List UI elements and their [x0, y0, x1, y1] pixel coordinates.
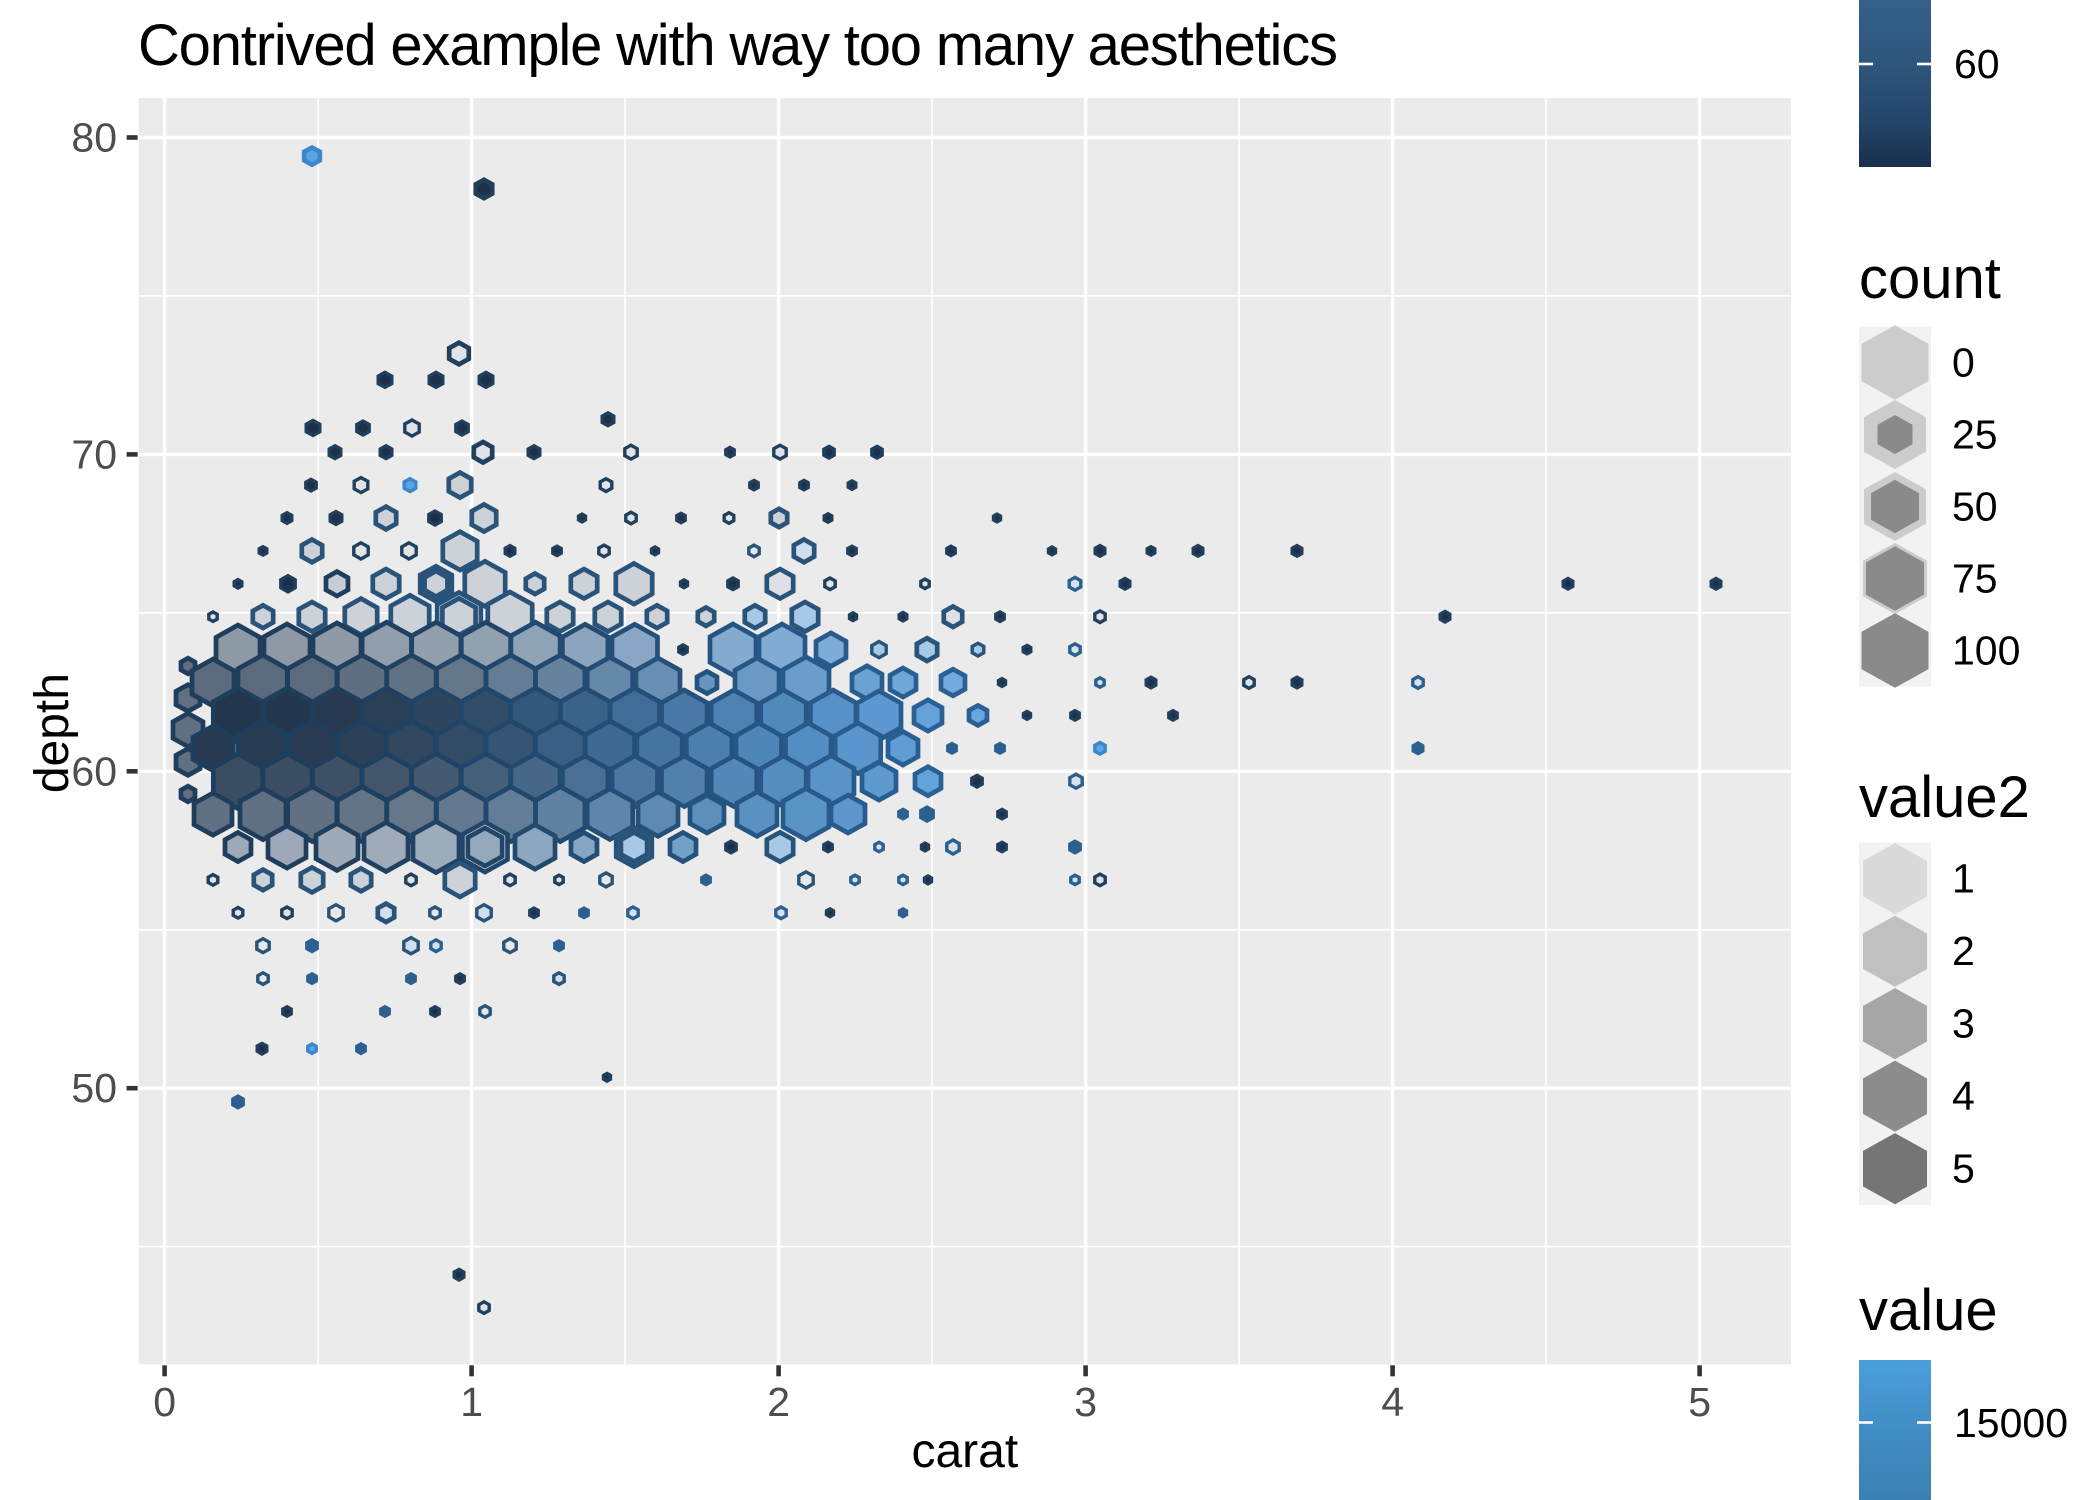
- svg-text:15000: 15000: [1954, 1400, 2068, 1446]
- svg-text:4: 4: [1381, 1379, 1404, 1425]
- svg-text:depth: depth: [26, 673, 79, 793]
- svg-text:0: 0: [153, 1379, 176, 1425]
- svg-text:3: 3: [1074, 1379, 1097, 1425]
- svg-text:count: count: [1859, 246, 2001, 311]
- svg-text:1: 1: [460, 1379, 483, 1425]
- svg-text:100: 100: [1952, 628, 2020, 674]
- svg-text:1: 1: [1952, 856, 1975, 902]
- svg-text:50: 50: [71, 1065, 117, 1111]
- svg-text:5: 5: [1688, 1379, 1711, 1425]
- svg-text:60: 60: [1954, 41, 2000, 87]
- svg-text:75: 75: [1952, 556, 1998, 602]
- svg-text:80: 80: [71, 115, 117, 161]
- svg-text:Contrived example with way too: Contrived example with way too many aest…: [138, 13, 1337, 78]
- svg-text:5: 5: [1952, 1146, 1975, 1192]
- svg-text:3: 3: [1952, 1001, 1975, 1047]
- svg-text:60: 60: [71, 748, 117, 794]
- svg-text:2: 2: [1952, 928, 1975, 974]
- svg-text:value: value: [1859, 1278, 1998, 1343]
- svg-text:value2: value2: [1859, 765, 2030, 830]
- svg-text:2: 2: [767, 1379, 790, 1425]
- svg-text:4: 4: [1952, 1073, 1975, 1119]
- svg-text:25: 25: [1952, 412, 1998, 458]
- svg-text:0: 0: [1952, 340, 1975, 386]
- svg-text:carat: carat: [911, 1425, 1018, 1478]
- svg-text:70: 70: [71, 431, 117, 477]
- svg-text:50: 50: [1952, 484, 1998, 530]
